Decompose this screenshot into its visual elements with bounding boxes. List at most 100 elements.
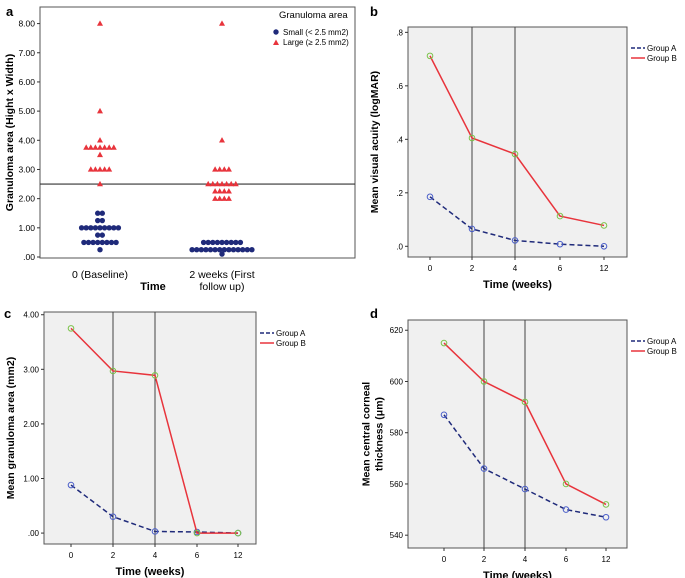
small-granuloma-point	[198, 247, 204, 253]
y-axis-title-d-line: Mean central corneal	[361, 382, 373, 487]
legend-label-large: Large (≥ 2.5 mm2)	[283, 38, 349, 47]
x-tick-label-c: 4	[153, 551, 158, 560]
data-point-group-b	[151, 372, 159, 379]
small-granuloma-point	[99, 217, 106, 224]
data-point-group-b	[600, 222, 608, 229]
large-granuloma-point	[212, 166, 219, 172]
x-category-label: 2 weeks (First follow up)	[189, 269, 254, 293]
legend-title: Granuloma area	[279, 10, 348, 21]
x-tick-label-d: 12	[602, 555, 611, 564]
y-tick-label-a: 5.00	[18, 106, 35, 116]
x-category-label-line: 0 (Baseline)	[72, 269, 128, 281]
small-granuloma-point	[200, 239, 207, 246]
data-point-group-a	[602, 513, 610, 521]
small-granuloma-point	[95, 239, 101, 246]
data-point-group-a	[562, 506, 570, 513]
data-point-group-a	[67, 481, 75, 489]
legend-label-group-b: Group B	[276, 339, 306, 348]
data-point-group-b	[562, 480, 570, 488]
data-point-group-b	[426, 52, 434, 60]
data-point-group-a	[109, 513, 117, 521]
plot-area-b	[407, 26, 628, 258]
y-tick-label-c: .00	[28, 529, 40, 538]
panel-b: .0 .2 .4 .6 .8 0 2 4 6 12 Time (weeks) Mean visual …	[369, 26, 677, 291]
small-granuloma-point	[233, 239, 239, 246]
data-point-group-a	[480, 465, 488, 472]
large-granuloma-point	[97, 166, 103, 172]
y-tick-label-d: 620	[390, 326, 404, 335]
large-granuloma-point	[97, 107, 103, 114]
y-tick-label-b: .6	[396, 82, 403, 91]
y-axis-title-c: Mean granuloma area (mm2)	[5, 357, 17, 499]
small-granuloma-point	[226, 247, 232, 253]
small-granuloma-point	[97, 247, 103, 253]
large-granuloma-point	[221, 195, 228, 201]
y-tick-label-d: 560	[390, 480, 404, 489]
large-granuloma-point	[216, 166, 223, 172]
legend-circle-marker	[273, 29, 279, 35]
y-axis-title-line: Granuloma area (Hight x Width)	[4, 54, 16, 211]
small-granuloma-point	[194, 247, 200, 253]
large-granuloma-point	[97, 144, 103, 150]
large-granuloma-point	[106, 166, 113, 172]
small-granuloma-point	[244, 247, 250, 253]
small-granuloma-point	[99, 210, 106, 216]
data-point-group-a	[521, 485, 529, 493]
data-point-group-b	[67, 325, 75, 332]
large-granuloma-point	[97, 180, 103, 187]
large-granuloma-point	[216, 195, 223, 201]
large-granuloma-point	[214, 180, 221, 187]
y-axis-title-b: Mean visual acuity (logMAR)	[369, 71, 381, 213]
data-point-group-a	[426, 193, 434, 201]
small-granuloma-point	[95, 210, 101, 216]
panel-label-c: c	[4, 306, 11, 321]
series-line-group-a	[443, 414, 607, 518]
x-tick-label-c: 2	[111, 551, 116, 560]
large-granuloma-point	[97, 20, 103, 26]
small-granuloma-point	[235, 247, 241, 253]
large-granuloma-point	[87, 144, 94, 150]
small-granuloma-point	[205, 239, 211, 246]
large-granuloma-point	[221, 188, 228, 194]
large-granuloma-point	[219, 180, 225, 187]
small-granuloma-point	[108, 239, 115, 246]
y-tick-label-a: .00	[23, 252, 35, 262]
x-category-label-line: 2 weeks (First	[189, 269, 254, 281]
large-granuloma-point	[223, 180, 230, 187]
x-tick-label-c: 0	[69, 551, 74, 560]
x-tick-label-d: 2	[482, 555, 487, 564]
large-granuloma-point	[219, 137, 225, 143]
y-tick-label-d: 540	[390, 531, 404, 540]
y-tick-label-c: 3.00	[23, 365, 39, 374]
small-granuloma-point	[113, 239, 119, 246]
large-granuloma-point	[225, 195, 232, 201]
data-point-group-a	[151, 528, 159, 535]
legend-label-small: Small (< 2.5 mm2)	[283, 28, 349, 37]
large-granuloma-point	[97, 151, 103, 158]
large-granuloma-point	[221, 166, 228, 172]
small-granuloma-point	[230, 247, 237, 253]
x-tick-label-d: 0	[442, 555, 447, 564]
data-point-group-b	[468, 134, 476, 142]
large-granuloma-point	[101, 166, 108, 172]
large-granuloma-point	[225, 166, 232, 172]
small-granuloma-point	[217, 247, 223, 253]
small-granuloma-point	[189, 247, 195, 253]
large-granuloma-point	[87, 166, 94, 172]
data-point-group-b	[602, 501, 610, 508]
data-point-group-b	[556, 212, 564, 220]
y-tick-label-a: 2.00	[18, 194, 35, 204]
series-line-group-a	[429, 196, 605, 248]
x-tick-label-b: 2	[470, 264, 475, 273]
data-point-group-b	[234, 529, 242, 537]
x-tick-label-b: 6	[558, 264, 563, 273]
legend-label-group-b: Group B	[647, 347, 677, 356]
y-tick-label-c: 2.00	[23, 420, 39, 429]
data-point-group-b	[480, 378, 488, 385]
small-granuloma-point	[221, 247, 227, 253]
data-point-group-a	[440, 411, 448, 419]
large-granuloma-point	[216, 188, 223, 194]
